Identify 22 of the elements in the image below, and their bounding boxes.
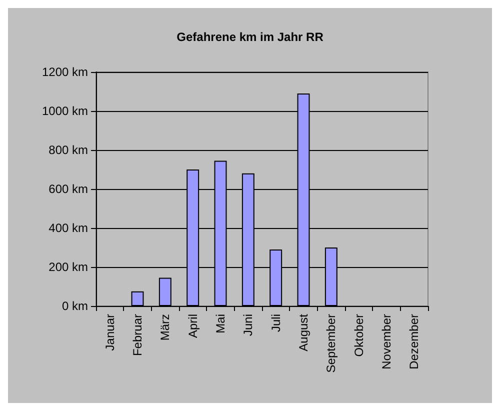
- y-tick-label: 1000 km: [42, 104, 88, 118]
- y-tick-label: 0 km: [62, 299, 88, 313]
- y-tick-label: 800 km: [48, 143, 88, 157]
- x-tick-label: September: [324, 314, 338, 373]
- x-tick-label: Februar: [130, 314, 144, 356]
- y-tick-label: 400 km: [48, 221, 88, 235]
- x-tick-label: Juli: [268, 314, 283, 332]
- x-tick-label: Dezember: [407, 314, 422, 370]
- x-tick-label: Oktober: [352, 314, 366, 357]
- x-tick-label: November: [380, 314, 394, 370]
- x-tick-label: Juni: [241, 314, 256, 336]
- bar: [131, 291, 144, 306]
- x-tick-label: Mai: [214, 314, 228, 334]
- chart-title: Gefahrene km im Jahr RR: [176, 30, 324, 44]
- bar: [158, 278, 172, 306]
- x-tick-label: Januar: [102, 314, 117, 351]
- x-tick-label: März: [158, 314, 172, 341]
- y-tick-label: 600 km: [48, 182, 88, 196]
- x-tick-label: April: [186, 314, 200, 338]
- y-tick-label: 200 km: [48, 260, 88, 274]
- x-tick-label: August: [296, 313, 310, 352]
- y-tick-label: 1200 km: [42, 65, 88, 79]
